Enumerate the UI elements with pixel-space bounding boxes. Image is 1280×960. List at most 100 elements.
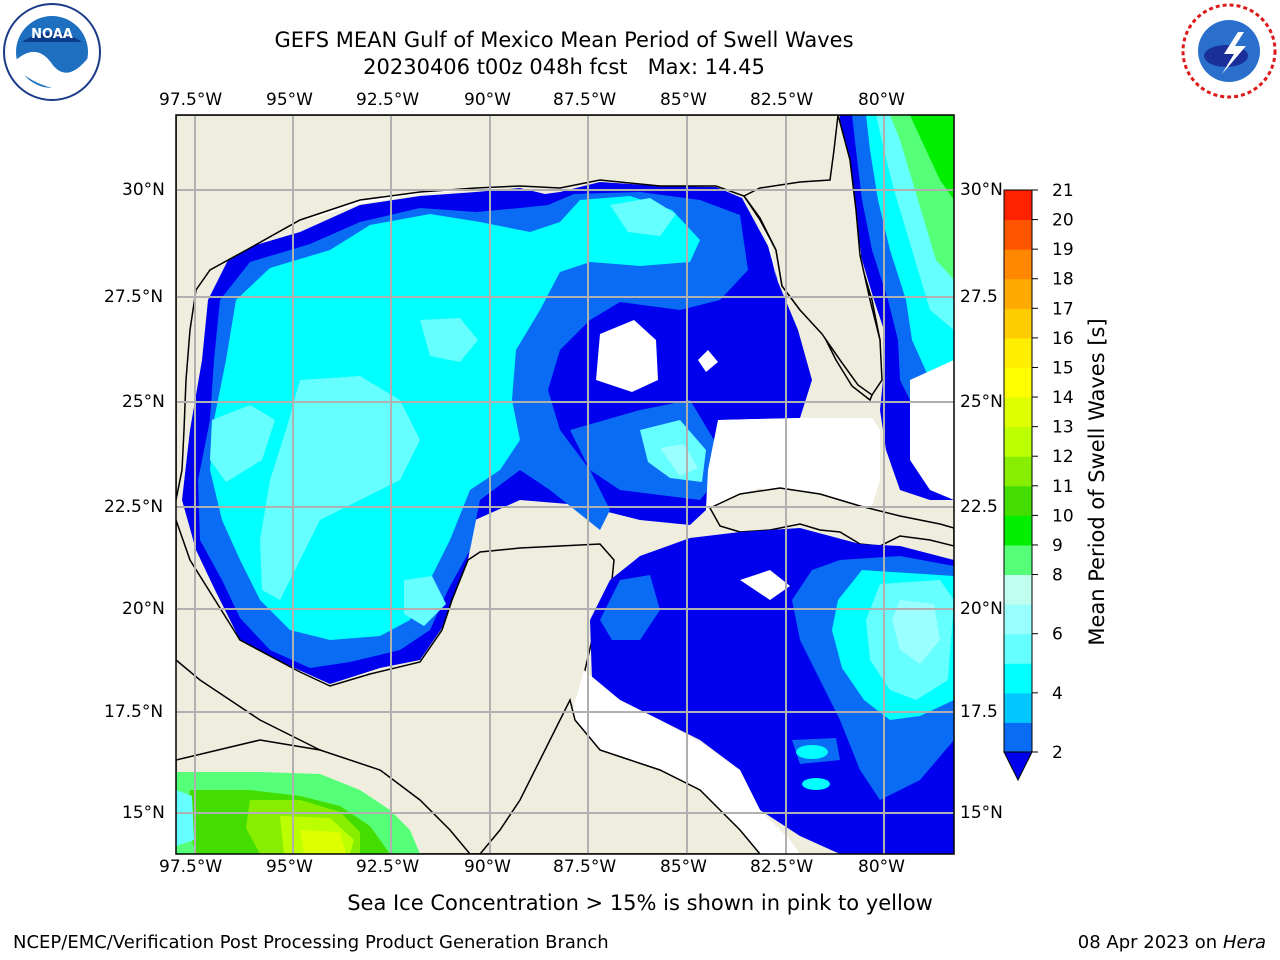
ytick-right-5: 17.5 [960,702,998,722]
colorbar-tick-label: 18 [1052,270,1074,290]
caribbean-band-4b [600,575,660,640]
pacific-band-6 [176,790,194,846]
eastgulf-gap-b [698,350,718,372]
colorbar-segment [1004,426,1032,457]
ytick-right-2: 25°N [960,392,1003,412]
colorbar-segment [1004,485,1032,516]
ytick-right-6: 15°N [960,803,1003,823]
colorbar-segment [1004,308,1032,339]
gulf-band-6b [210,405,275,482]
bahamas-gap [910,360,954,500]
grid-lines [176,115,954,854]
colorbar-segment [1004,278,1032,309]
caribbean-band-7 [892,600,940,664]
colorbar-segment [1004,544,1032,576]
xtick-top-4: 87.5°W [553,90,617,110]
sea-ice-note: Sea Ice Concentration > 15% is shown in … [347,891,933,915]
straits-gap [706,418,880,512]
colorbar-label: Mean Period of Swell Waves [s] [1085,318,1109,646]
map-frame [175,114,955,855]
colorbar-tick-label: 19 [1052,240,1074,260]
caribbean-gap-small [740,570,790,600]
xtick-bottom-0: 97.5°W [159,857,223,877]
ytick-right-3: 22.5 [960,497,998,517]
ytick-left-6: 15°N [122,803,165,823]
xtick-bottom-1: 95°W [266,857,313,877]
xtick-top-6: 82.5°W [750,90,814,110]
cuba-land [708,487,954,547]
xtick-bottom-7: 80°W [858,857,905,877]
colorbar-tick-label: 10 [1052,506,1074,526]
colorbar-segment [1004,190,1032,221]
colorbar-frame [1003,189,1033,753]
colorbar-segment [1004,456,1032,487]
xtick-top-7: 80°W [858,90,905,110]
colorbar-tick-label: 4 [1052,684,1063,704]
xtick-top-0: 97.5°W [159,90,223,110]
colorbar-segment [1004,397,1032,428]
credit-text: NCEP/EMC/Verification Post Processing Pr… [13,932,609,953]
colorbar-tick-label: 17 [1052,299,1074,319]
colorbar-segment [1004,249,1032,280]
colorbar-tick-label: 16 [1052,329,1074,349]
ytick-right-1: 27.5 [960,287,998,307]
colorbar-segment [1004,574,1032,605]
ytick-left-1: 27.5°N [104,287,164,307]
colorbar-segment [1004,633,1032,664]
ytick-right-0: 30°N [960,180,1003,200]
noaa-logo-text: NOAA [31,27,73,42]
noaa-logo: NOAA [2,2,102,102]
gulf-band-6d [404,576,446,626]
gulf-band-6c [420,318,478,362]
xtick-bottom-5: 85°W [660,857,707,877]
gulf-band-6e [610,198,676,236]
xtick-top-3: 90°W [464,90,511,110]
colorbar-tick-label: 20 [1052,211,1074,231]
ytick-left-4: 20°N [122,599,165,619]
colorbar-segment [1004,692,1032,723]
xtick-top-5: 85°W [660,90,707,110]
date-stamp: 08 Apr 2023 on Hera [1078,932,1266,953]
chart-subtitle: 20230406 t00z 048h fcst Max: 14.45 [363,55,765,79]
machine-name: Hera [1222,932,1266,953]
xtick-bottom-4: 87.5°W [553,857,617,877]
colorbar-tick-label: 13 [1052,418,1074,438]
xtick-bottom-3: 90°W [464,857,511,877]
colorbar-tick-label: 14 [1052,388,1074,408]
caribbean-spot-b [802,778,830,790]
ytick-left-3: 22.5°N [104,497,164,517]
nws-logo [1180,2,1278,100]
colorbar-tick-label: 11 [1052,477,1074,497]
colorbar-tick-label: 9 [1052,536,1063,556]
xtick-bottom-2: 92.5°W [356,857,420,877]
colorbar-tick-label: 6 [1052,625,1063,645]
ytick-left-5: 17.5°N [104,702,164,722]
ytick-left-2: 25°N [122,392,165,412]
colorbar-segment [1004,663,1032,694]
chart-title: GEFS MEAN Gulf of Mexico Mean Period of … [274,28,854,52]
colorbar-segment [1004,515,1032,546]
xtick-top-1: 95°W [266,90,313,110]
eastgulf-band-7 [660,444,698,476]
colorbar-tick-label: 8 [1052,566,1063,586]
colorbar-tick-label: 2 [1052,743,1063,763]
ytick-right-4: 20°N [960,599,1003,619]
colorbar-tick-label: 21 [1052,181,1074,201]
date-text: 08 Apr 2023 on [1077,932,1223,953]
colorbar-tick-label: 15 [1052,358,1074,378]
gulf-band-6a [260,376,420,600]
map-field [176,115,954,854]
eastgulf-gap-a [596,320,658,392]
colorbar-segment [1004,219,1032,250]
caribbean-spot-a [796,745,828,759]
xtick-top-2: 92.5°W [356,90,420,110]
colorbar-segment [1004,367,1032,398]
colorbar-segment [1004,604,1032,635]
ytick-left-0: 30°N [122,180,165,200]
xtick-bottom-6: 82.5°W [750,857,814,877]
colorbar-segment [1004,337,1032,368]
colorbar: 2 4 6 8 9 10 11 12 13 14 15 16 17 18 19 20 21 [1003,181,1074,782]
caribbean-gap-coast [570,670,800,854]
colorbar-extend-triangle [1003,751,1033,782]
